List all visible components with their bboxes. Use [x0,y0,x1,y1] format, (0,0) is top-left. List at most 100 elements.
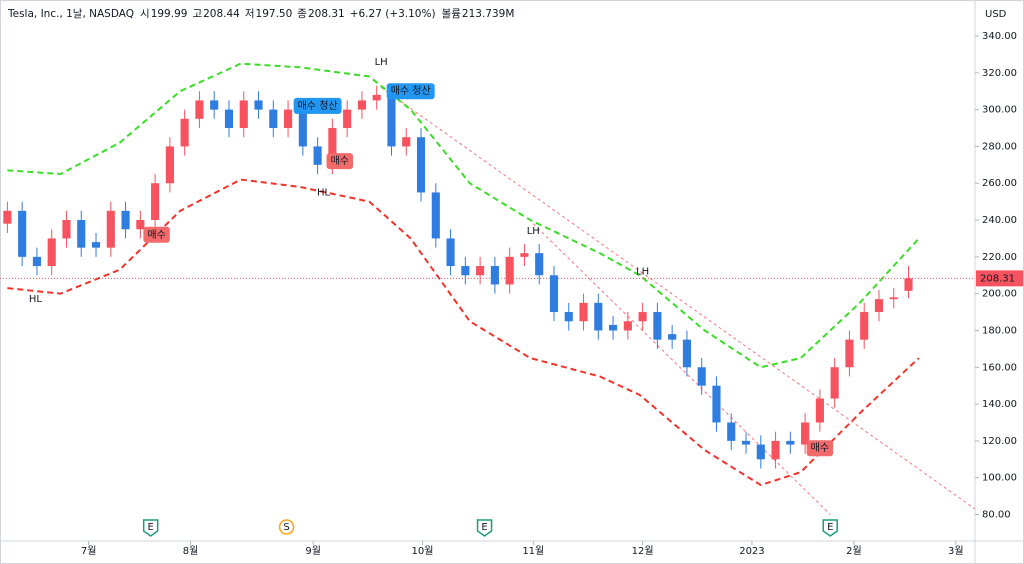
candle-body [712,385,721,423]
candle-body [668,334,677,340]
y-tick-label: 220.00 [982,252,1017,263]
candle-body [579,302,588,322]
event-badge [278,519,295,535]
event-badge [142,519,159,537]
event-label: E [481,522,487,533]
y-tick-label: 300.00 [982,105,1017,116]
candle-body [594,302,603,331]
header-text: 197.50 [256,8,293,20]
candle-body [490,266,499,285]
trend-line [380,87,976,510]
candle-body [195,100,204,119]
y-tick-label: 160.00 [982,362,1017,373]
event-label: S [283,522,289,533]
candle-body [549,275,559,313]
candle-body [269,109,278,129]
candle-body [313,146,322,165]
candle-body [535,253,544,276]
pivot-label: HL [29,294,43,305]
band-line [7,62,920,369]
candle-body [682,339,691,368]
candle-body [387,94,396,147]
candle-body [47,238,56,267]
x-tick-label: 7월 [81,545,97,557]
candle-body [815,398,824,423]
candle-body [32,256,41,267]
candle-body [697,367,706,386]
event-badge [822,519,838,537]
candle-body [106,210,115,248]
candle-body [3,210,12,224]
candle-body [845,339,854,368]
candle-body [564,312,573,322]
signal-tag-bg [293,97,342,114]
candle-body [298,109,307,147]
pivot-label: LH [375,57,388,68]
pivot-label: HL [317,187,331,198]
x-tick-label: 3월 [948,545,964,557]
candle-body [889,297,898,300]
candle-body [830,367,839,399]
y-tick-label: 320.00 [982,68,1017,79]
signal-tag-text: 매수 청산 [298,100,338,112]
signal-tag-text: 매수 청산 [391,85,431,97]
candle-body [520,253,529,257]
signal-tag-text: 매수 [331,155,349,167]
candle-body [328,128,337,165]
signal-tag-bg [386,83,435,100]
candle-body [91,242,101,248]
header-text: +6.27 (+3.10%) [350,8,436,20]
signal-tag-bg [326,153,353,170]
signal-tag-bg [143,226,170,243]
candle-body [180,118,189,147]
header-text: 213.739M [462,8,514,20]
y-tick-label: 200.00 [982,289,1017,300]
signal-tag-bg [806,440,834,457]
header-text: 볼륨 [442,8,462,20]
candle-body [874,299,884,313]
signal-tag: 매수 청산 [386,83,435,100]
candle-body [224,109,234,129]
candle-body [357,100,366,110]
signal-tag: 매수 [806,440,834,457]
y-tick-label: 260.00 [982,178,1017,189]
candle-body [372,94,381,101]
candle-body [904,278,913,291]
candle-body [801,422,810,445]
header-text: 208.31 [308,8,345,20]
candle-body [416,137,426,193]
header-text: 208.44 [203,8,240,20]
header-text: 시 [140,8,150,20]
candle-body [151,183,160,221]
candle-body [653,312,662,340]
candle-body [431,192,440,239]
candle-body [476,266,485,276]
candle-body [136,220,145,230]
pivot-label: LH [636,267,649,278]
signal-tag: 매수 [326,153,353,170]
last-price-label: 208.31 [980,273,1015,284]
x-tick-label: 9월 [305,545,321,557]
candle-body [18,210,27,257]
candle-body [461,266,470,276]
signal-tag-text: 매수 [147,229,165,241]
x-tick-label: 12월 [632,545,654,557]
currency: USD [985,9,1007,20]
y-tick-label: 140.00 [982,399,1017,410]
candle-body [727,422,736,441]
header-text: 저 [245,8,255,20]
candle-body [402,137,411,147]
candle-body [446,238,455,267]
header-text: Tesla, Inc., 1날, NASDAQ [7,8,134,20]
header-text: 고 [192,8,202,20]
candle-body [121,210,130,230]
event-label: E [148,522,154,533]
candle-body [254,100,263,110]
candle-body [239,100,248,129]
header-text: 종 [297,8,307,20]
candle-body [210,100,219,110]
candle-body [165,146,174,184]
event-label: E [827,522,833,533]
y-tick-label: 120.00 [982,436,1017,447]
